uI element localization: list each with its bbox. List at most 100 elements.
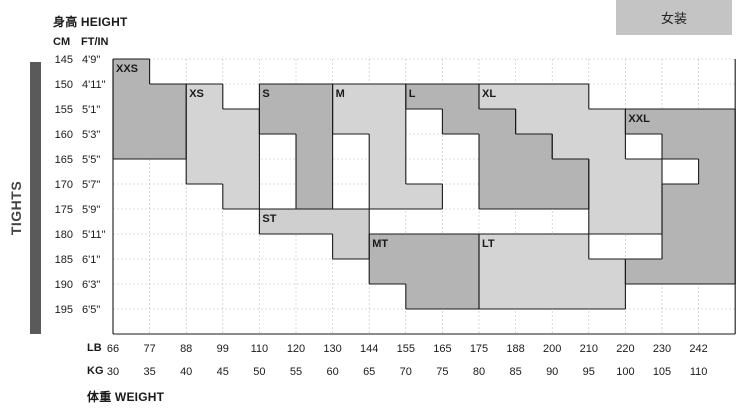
- size-cell-mt: [369, 234, 407, 260]
- weight-kg-tick: 55: [290, 366, 302, 378]
- size-cell-lt: [479, 259, 516, 285]
- weight-kg-tick: 30: [107, 366, 119, 378]
- size-cell-xl: [625, 184, 663, 210]
- size-cell-mt: [405, 284, 443, 310]
- size-label-xs: XS: [189, 88, 204, 100]
- size-cell-lt: [552, 259, 590, 285]
- height-ftin-tick: 5'1": [82, 104, 100, 116]
- size-cell-xxl: [625, 259, 663, 285]
- weight-lb-tick: 144: [360, 343, 378, 355]
- size-cell-lt: [588, 259, 626, 285]
- size-cell-l: [515, 184, 553, 210]
- weight-lb-tick: 130: [323, 343, 341, 355]
- weight-kg-tick: 105: [653, 366, 671, 378]
- size-label-lt: LT: [482, 238, 495, 250]
- weight-lb-tick: 99: [217, 343, 229, 355]
- size-cell-xxl: [698, 259, 736, 285]
- size-cell-m: [405, 184, 443, 210]
- weight-kg-tick: 60: [326, 366, 338, 378]
- height-cm-tick: 145: [55, 54, 73, 66]
- size-cell-lt: [588, 284, 626, 310]
- size-cell-xs: [186, 109, 224, 135]
- height-cm-tick: 180: [55, 229, 73, 241]
- weight-lb-tick: 165: [433, 343, 451, 355]
- size-cell-lt: [479, 234, 516, 260]
- size-label-st: ST: [262, 213, 276, 225]
- size-cell-l: [442, 84, 480, 110]
- size-cell-xxs: [113, 134, 150, 160]
- size-cell-m: [332, 109, 370, 135]
- size-cell-l: [479, 159, 516, 185]
- height-cm-tick: 175: [55, 204, 73, 216]
- weight-kg-tick: 90: [546, 366, 558, 378]
- weight-kg-tick: 110: [690, 366, 708, 378]
- height-cm-tick: 170: [55, 179, 73, 191]
- size-cell-l: [552, 184, 590, 210]
- weight-kg-tick: 100: [616, 366, 634, 378]
- weight-kg-tick: 40: [180, 366, 192, 378]
- height-ftin-tick: 5'11": [82, 229, 106, 241]
- size-cell-s: [296, 109, 333, 135]
- size-cell-l: [515, 159, 553, 185]
- weight-lb-tick: 210: [580, 343, 598, 355]
- size-cell-xs: [222, 184, 260, 210]
- size-cell-xxl: [662, 134, 699, 160]
- weight-kg-tick: 50: [253, 366, 265, 378]
- size-cell-xxl: [662, 209, 699, 235]
- height-ftin-tick: 6'5": [82, 304, 100, 316]
- size-cell-xl: [588, 134, 626, 160]
- height-cm-tick: 185: [55, 254, 73, 266]
- weight-lb-tick: 88: [180, 343, 192, 355]
- weight-lb-tick: 200: [543, 343, 561, 355]
- size-cell-st: [259, 209, 297, 235]
- cm-column-header: CM: [53, 36, 71, 48]
- size-cell-m: [369, 84, 407, 110]
- height-ftin-tick: 6'3": [82, 279, 100, 291]
- weight-kg-tick: 75: [436, 366, 448, 378]
- weight-lb-tick: 77: [143, 343, 155, 355]
- size-cell-m: [369, 109, 407, 135]
- weight-lb-tick: 66: [107, 343, 119, 355]
- size-cell-lt: [515, 234, 553, 260]
- height-ftin-tick: 6'1": [82, 254, 100, 266]
- size-cell-xl: [515, 84, 553, 110]
- size-cell-mt: [442, 284, 480, 310]
- size-cell-mt: [405, 234, 443, 260]
- size-cell-xl: [552, 134, 590, 160]
- size-cell-xxs: [113, 109, 150, 135]
- weight-lb-tick: 242: [689, 343, 707, 355]
- size-cell-l: [479, 184, 516, 210]
- size-cell-xl: [479, 84, 516, 110]
- size-cell-lt: [552, 234, 590, 260]
- size-label-xxs: XXS: [116, 63, 138, 75]
- weight-lb-tick: 155: [397, 343, 415, 355]
- weight-lb-tick: 188: [506, 343, 524, 355]
- size-cell-st: [332, 234, 370, 260]
- size-cell-xxs: [113, 59, 150, 85]
- size-cell-xl: [552, 109, 590, 135]
- height-ftin-tick: 4'9": [82, 54, 100, 66]
- size-cell-l: [515, 134, 553, 160]
- height-cm-tick: 195: [55, 304, 73, 316]
- size-cell-xl: [588, 184, 626, 210]
- size-cell-xxs: [149, 109, 187, 135]
- size-cell-l: [479, 109, 516, 135]
- weight-lb-tick: 175: [470, 343, 488, 355]
- weight-kg-tick: 80: [473, 366, 485, 378]
- gender-badge: 女装: [616, 0, 732, 35]
- size-cell-lt: [515, 259, 553, 285]
- size-cell-l: [552, 159, 590, 185]
- weight-kg-tick: 85: [509, 366, 521, 378]
- height-title: 身高 HEIGHT: [53, 15, 128, 29]
- size-cell-mt: [442, 234, 480, 260]
- size-cell-xxl: [698, 134, 736, 160]
- size-cell-xs: [222, 109, 260, 135]
- size-cell-xl: [588, 109, 626, 135]
- weight-lb-tick: 230: [653, 343, 671, 355]
- size-cell-m: [369, 159, 407, 185]
- height-cm-tick: 165: [55, 154, 73, 166]
- size-cell-s: [296, 84, 333, 110]
- height-cm-tick: 190: [55, 279, 73, 291]
- tights-sidebar-bar: [30, 62, 41, 334]
- height-ftin-tick: 5'9": [82, 204, 100, 216]
